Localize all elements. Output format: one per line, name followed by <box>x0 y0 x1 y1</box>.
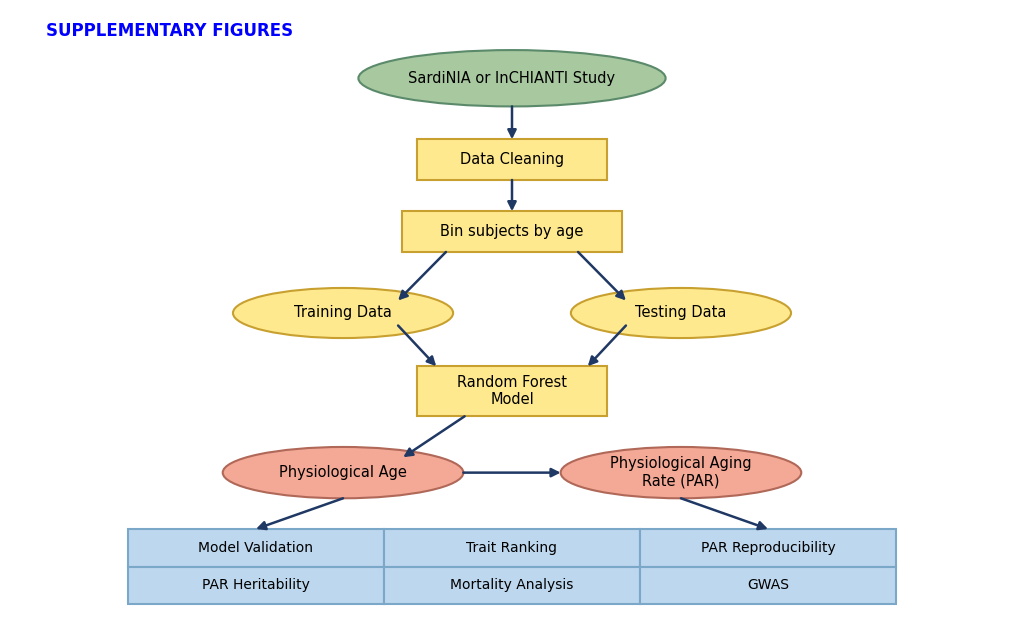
Ellipse shape <box>561 447 801 498</box>
Text: PAR Heritability: PAR Heritability <box>202 578 310 592</box>
Text: SUPPLEMENTARY FIGURES: SUPPLEMENTARY FIGURES <box>46 22 293 40</box>
Text: Random Forest
Model: Random Forest Model <box>457 375 567 408</box>
Text: Data Cleaning: Data Cleaning <box>460 152 564 167</box>
Ellipse shape <box>358 50 666 106</box>
Text: Bin subjects by age: Bin subjects by age <box>440 224 584 239</box>
Text: Training Data: Training Data <box>294 305 392 321</box>
Text: PAR Reproducibility: PAR Reproducibility <box>700 541 836 555</box>
Text: Model Validation: Model Validation <box>199 541 313 555</box>
FancyBboxPatch shape <box>128 567 384 604</box>
FancyBboxPatch shape <box>401 211 623 252</box>
FancyBboxPatch shape <box>418 140 606 180</box>
Ellipse shape <box>223 447 464 498</box>
FancyBboxPatch shape <box>384 529 640 567</box>
FancyBboxPatch shape <box>128 529 384 567</box>
Text: Physiological Age: Physiological Age <box>280 465 407 480</box>
Text: SardiNIA or InCHIANTI Study: SardiNIA or InCHIANTI Study <box>409 71 615 86</box>
FancyBboxPatch shape <box>640 567 896 604</box>
FancyBboxPatch shape <box>640 529 896 567</box>
Ellipse shape <box>233 288 453 338</box>
FancyBboxPatch shape <box>418 366 606 416</box>
Text: Mortality Analysis: Mortality Analysis <box>451 578 573 592</box>
Text: GWAS: GWAS <box>746 578 790 592</box>
Ellipse shape <box>571 288 792 338</box>
Text: Testing Data: Testing Data <box>635 305 727 321</box>
Text: Physiological Aging
Rate (PAR): Physiological Aging Rate (PAR) <box>610 456 752 489</box>
Text: Trait Ranking: Trait Ranking <box>467 541 557 555</box>
FancyBboxPatch shape <box>384 567 640 604</box>
